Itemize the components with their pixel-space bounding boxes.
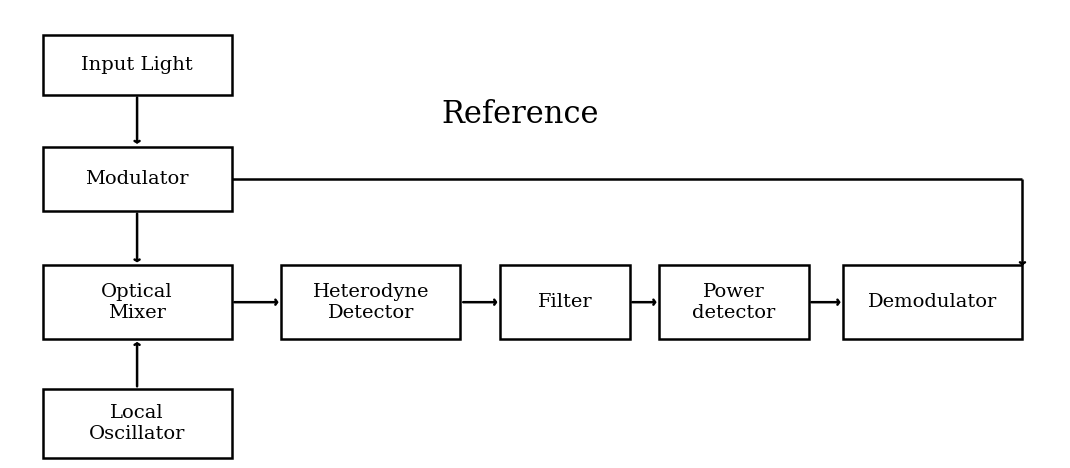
Text: Optical
Mixer: Optical Mixer — [102, 283, 173, 322]
Bar — [281, 265, 460, 339]
Bar — [500, 265, 629, 339]
Bar — [43, 265, 231, 339]
Bar — [659, 265, 809, 339]
Text: Filter: Filter — [537, 293, 592, 311]
Text: Heterodyne
Detector: Heterodyne Detector — [312, 283, 429, 322]
Text: Input Light: Input Light — [81, 56, 193, 74]
Text: Local
Oscillator: Local Oscillator — [89, 404, 185, 443]
Text: Modulator: Modulator — [86, 170, 188, 188]
Bar — [43, 146, 231, 211]
Bar — [843, 265, 1023, 339]
Text: Reference: Reference — [441, 99, 599, 130]
Bar — [43, 36, 231, 95]
Text: Demodulator: Demodulator — [868, 293, 997, 311]
Bar — [43, 389, 231, 458]
Text: Power
detector: Power detector — [692, 283, 776, 322]
